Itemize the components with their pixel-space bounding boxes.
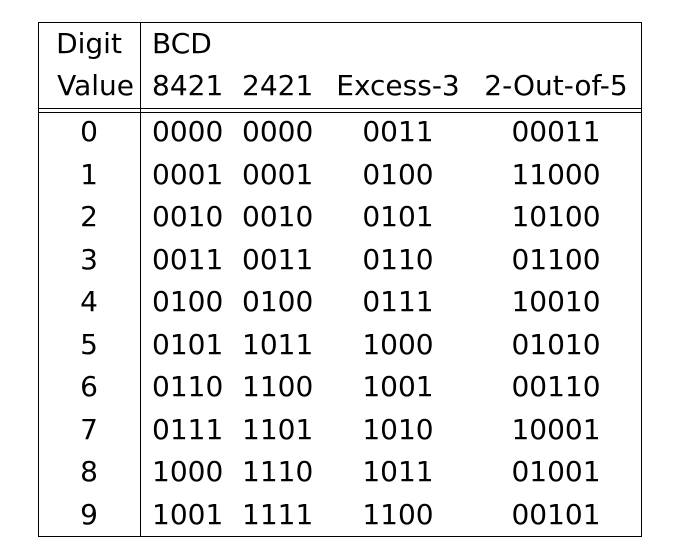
- excess-3-cell: 0011: [362, 115, 434, 148]
- digit-cell: 9: [80, 498, 98, 531]
- excess-3-cell: 1011: [362, 455, 434, 488]
- bcd-8421-cell: 1000: [152, 455, 224, 488]
- digit-cell: 5: [80, 328, 98, 361]
- bcd-8421-cell: 1001: [152, 498, 224, 531]
- two-out-of-five-cell: 00110: [511, 370, 601, 403]
- header-2-out-of-5: 2-Out-of-5: [484, 69, 628, 102]
- excess-3-cell: 0111: [362, 285, 434, 318]
- header-2421: 2421: [242, 69, 314, 102]
- table-bottom-border: [38, 536, 642, 537]
- bcd-2421-cell: 1011: [242, 328, 314, 361]
- bcd-8421-cell: 0011: [152, 243, 224, 276]
- table-left-border: [38, 22, 39, 537]
- header-separator-upper: [38, 108, 642, 109]
- bcd-2421-cell: 0010: [242, 200, 314, 233]
- bcd-2421-cell: 0000: [242, 115, 314, 148]
- excess-3-cell: 1010: [362, 413, 434, 446]
- excess-3-cell: 0101: [362, 200, 434, 233]
- bcd-8421-cell: 0001: [152, 158, 224, 191]
- bcd-8421-cell: 0110: [152, 370, 224, 403]
- bcd-2421-cell: 1111: [242, 498, 314, 531]
- header-bcd: BCD: [152, 27, 212, 60]
- bcd-2421-cell: 1100: [242, 370, 314, 403]
- bcd-8421-cell: 0101: [152, 328, 224, 361]
- two-out-of-five-cell: 10010: [511, 285, 601, 318]
- two-out-of-five-cell: 00011: [511, 115, 601, 148]
- bcd-8421-cell: 0010: [152, 200, 224, 233]
- digit-cell: 2: [80, 200, 98, 233]
- bcd-2421-cell: 0100: [242, 285, 314, 318]
- two-out-of-five-cell: 11000: [511, 158, 601, 191]
- bcd-2421-cell: 1101: [242, 413, 314, 446]
- bcd-8421-cell: 0100: [152, 285, 224, 318]
- header-value: Value: [57, 69, 134, 102]
- table-top-border: [38, 22, 642, 23]
- table-right-border: [641, 22, 642, 537]
- digit-cell: 7: [80, 413, 98, 446]
- two-out-of-five-cell: 01010: [511, 328, 601, 361]
- two-out-of-five-cell: 00101: [511, 498, 601, 531]
- excess-3-cell: 0110: [362, 243, 434, 276]
- digit-cell: 1: [80, 158, 98, 191]
- digit-cell: 8: [80, 455, 98, 488]
- header-digit: Digit: [56, 27, 122, 60]
- bcd-2421-cell: 0001: [242, 158, 314, 191]
- header-separator-lower: [38, 112, 642, 113]
- two-out-of-five-cell: 10100: [511, 200, 601, 233]
- two-out-of-five-cell: 01100: [511, 243, 601, 276]
- bcd-2421-cell: 0011: [242, 243, 314, 276]
- header-8421: 8421: [152, 69, 224, 102]
- digit-cell: 3: [80, 243, 98, 276]
- excess-3-cell: 0100: [362, 158, 434, 191]
- digit-cell: 6: [80, 370, 98, 403]
- excess-3-cell: 1000: [362, 328, 434, 361]
- digit-cell: 0: [80, 115, 98, 148]
- bcd-8421-cell: 0000: [152, 115, 224, 148]
- two-out-of-five-cell: 01001: [511, 455, 601, 488]
- digit-cell: 4: [80, 285, 98, 318]
- bcd-2421-cell: 1110: [242, 455, 314, 488]
- two-out-of-five-cell: 10001: [511, 413, 601, 446]
- bcd-code-table: Digit BCD Value 8421 2421 Excess-3 2-Out…: [38, 22, 642, 537]
- header-excess-3: Excess-3: [336, 69, 460, 102]
- excess-3-cell: 1001: [362, 370, 434, 403]
- digit-column-divider: [140, 22, 141, 537]
- excess-3-cell: 1100: [362, 498, 434, 531]
- bcd-8421-cell: 0111: [152, 413, 224, 446]
